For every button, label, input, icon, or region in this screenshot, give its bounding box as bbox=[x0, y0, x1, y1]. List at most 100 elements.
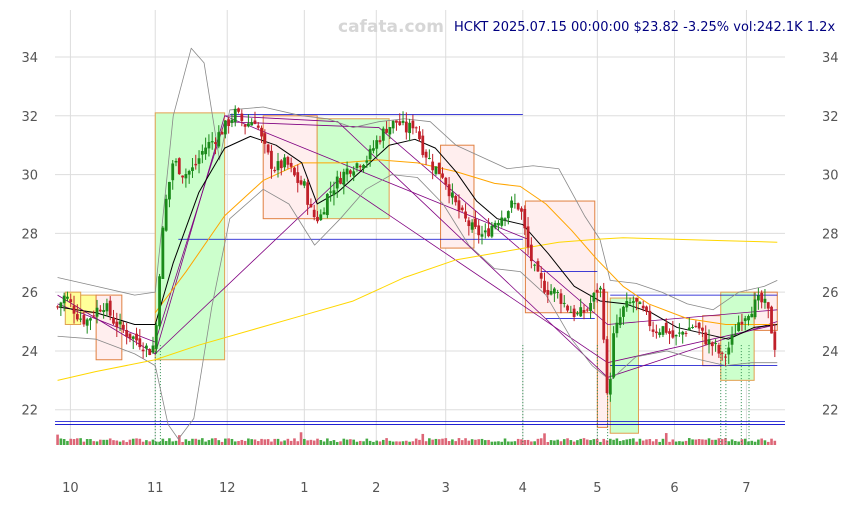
volume-bar bbox=[671, 439, 675, 445]
x-tick-label: 11 bbox=[147, 481, 164, 496]
candle-body bbox=[625, 301, 629, 308]
volume-bar bbox=[56, 434, 59, 445]
candle-body bbox=[381, 128, 385, 141]
candle-body bbox=[427, 158, 431, 160]
volume-bar bbox=[214, 438, 217, 445]
volume-bar bbox=[625, 439, 629, 445]
volume-bar bbox=[299, 432, 303, 445]
candle-body bbox=[628, 302, 632, 304]
volume-bar bbox=[720, 439, 724, 445]
volume-bar bbox=[536, 438, 540, 445]
candle-body bbox=[582, 310, 586, 313]
trend-channel-line bbox=[224, 115, 529, 240]
volume-bar bbox=[454, 441, 457, 445]
volume-bar bbox=[85, 439, 89, 445]
candle-body bbox=[694, 325, 698, 327]
volume-bar bbox=[164, 441, 168, 445]
volume-bar bbox=[283, 440, 286, 445]
volume-bar bbox=[628, 438, 632, 445]
volume-bar bbox=[230, 438, 234, 445]
volume-bar bbox=[431, 439, 434, 445]
volume-bar bbox=[289, 440, 293, 445]
candle-body bbox=[276, 161, 280, 171]
candle-body bbox=[733, 334, 737, 336]
volume-bar bbox=[773, 440, 777, 445]
candle-body bbox=[701, 327, 704, 331]
candle-body bbox=[296, 172, 300, 183]
candle-body bbox=[237, 108, 240, 112]
candle-body bbox=[454, 196, 458, 203]
candle-body bbox=[266, 144, 270, 153]
volume-bar bbox=[474, 439, 477, 445]
candle-body bbox=[418, 131, 421, 140]
candle-body bbox=[240, 113, 244, 121]
candle-body bbox=[329, 191, 333, 193]
volume-bar bbox=[556, 439, 559, 445]
candle-body bbox=[493, 222, 497, 228]
volume-bar bbox=[227, 438, 230, 445]
volume-bar bbox=[217, 440, 221, 445]
volume-bar bbox=[730, 439, 734, 445]
candle-body bbox=[164, 198, 168, 231]
volume-bar bbox=[464, 438, 467, 445]
volume-bar bbox=[207, 440, 211, 445]
candle-body bbox=[365, 160, 369, 163]
candle-body bbox=[378, 140, 382, 143]
volume-bar bbox=[546, 441, 550, 445]
volume-bar bbox=[549, 440, 553, 445]
candle-body bbox=[200, 151, 204, 155]
volume-bar bbox=[280, 441, 283, 445]
volume-bar bbox=[319, 439, 323, 445]
volume-bar bbox=[378, 441, 382, 445]
volume-bar bbox=[582, 438, 586, 445]
volume-bar bbox=[174, 440, 178, 445]
candle-body bbox=[95, 307, 99, 317]
candle-body bbox=[536, 261, 540, 272]
volume-bar bbox=[349, 439, 352, 445]
candle-body bbox=[151, 345, 155, 353]
volume-bar bbox=[108, 438, 112, 445]
candle-body bbox=[674, 334, 678, 337]
candle-body bbox=[401, 120, 405, 123]
volume-bar bbox=[72, 439, 76, 445]
band-lower-line bbox=[57, 174, 778, 440]
volume-bar bbox=[500, 441, 504, 445]
zone-box-up bbox=[154, 112, 226, 361]
x-tick-label: 2 bbox=[372, 481, 380, 496]
volume-bar bbox=[66, 440, 69, 445]
volume-bar bbox=[395, 441, 398, 445]
candle-body bbox=[145, 345, 148, 349]
volume-bar bbox=[483, 440, 487, 445]
candle-body bbox=[760, 292, 764, 303]
candle-body bbox=[510, 200, 514, 208]
candle-body bbox=[480, 234, 484, 237]
candle-body bbox=[434, 166, 438, 174]
candle-body bbox=[128, 333, 132, 339]
candle-body bbox=[181, 175, 184, 178]
candles bbox=[56, 105, 777, 402]
candle-body bbox=[283, 157, 286, 168]
y-tick-label: 26 bbox=[21, 286, 38, 301]
candle-body bbox=[306, 182, 310, 205]
volume-bar bbox=[191, 438, 194, 445]
volume-bar bbox=[358, 440, 362, 445]
volume-bar bbox=[428, 438, 431, 445]
volume-bar bbox=[381, 439, 385, 445]
candle-body bbox=[497, 222, 500, 226]
volume-bar bbox=[112, 440, 115, 445]
volume-bar bbox=[335, 441, 339, 445]
candle-body bbox=[62, 295, 66, 304]
volume-bar bbox=[293, 438, 296, 445]
candle-body bbox=[474, 218, 477, 227]
y-tick-label: 30 bbox=[21, 169, 38, 184]
candle-body bbox=[506, 211, 510, 219]
candle-body bbox=[309, 203, 313, 208]
volume-bar bbox=[210, 438, 214, 445]
candle-body bbox=[658, 332, 662, 335]
y-tick-label: 24 bbox=[21, 345, 38, 360]
candle-body bbox=[747, 316, 750, 321]
volume-bar bbox=[194, 438, 198, 445]
candle-body bbox=[612, 333, 616, 378]
trend-channel-line bbox=[154, 179, 778, 364]
candle-body bbox=[543, 280, 546, 293]
